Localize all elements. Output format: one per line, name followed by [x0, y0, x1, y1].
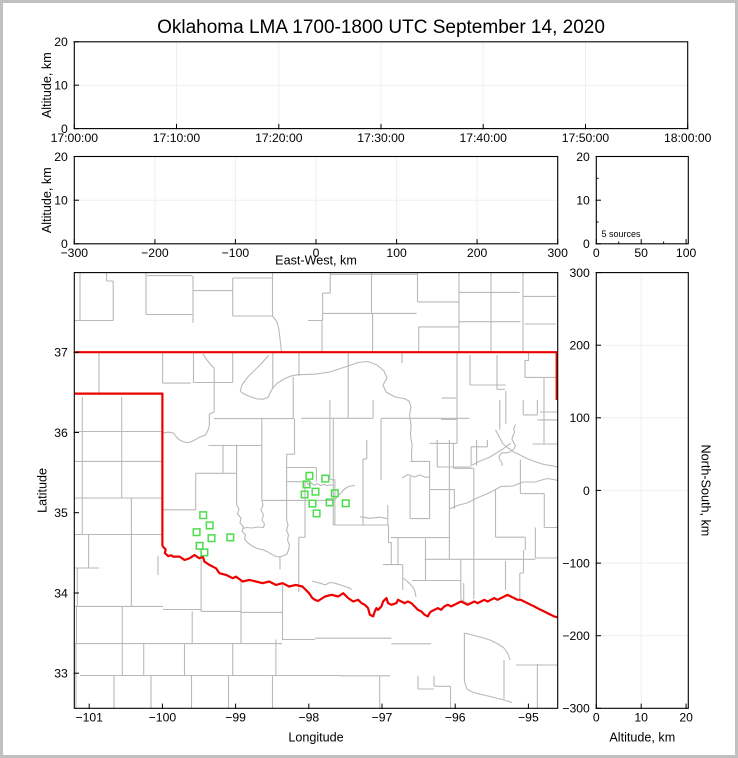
svg-text:200: 200 [467, 246, 488, 260]
svg-text:37: 37 [54, 346, 68, 360]
svg-text:0: 0 [313, 246, 320, 260]
svg-text:300: 300 [548, 246, 569, 260]
svg-text:−300: −300 [61, 246, 89, 260]
svg-text:Longitude: Longitude [288, 731, 343, 745]
svg-text:0: 0 [593, 711, 600, 725]
svg-text:33: 33 [54, 667, 68, 681]
svg-text:0: 0 [61, 237, 68, 251]
svg-text:200: 200 [569, 339, 590, 353]
svg-text:−98: −98 [298, 711, 319, 725]
svg-text:−300: −300 [562, 702, 590, 716]
svg-text:10: 10 [54, 194, 68, 208]
svg-text:Altitude, km: Altitude, km [609, 731, 675, 745]
svg-text:17:50:00: 17:50:00 [562, 131, 610, 145]
svg-text:Oklahoma LMA 1700-1800 UTC Sep: Oklahoma LMA 1700-1800 UTC September 14,… [157, 17, 605, 38]
svg-text:17:00:00: 17:00:00 [51, 131, 99, 145]
svg-text:0: 0 [593, 246, 600, 260]
svg-text:−101: −101 [75, 711, 103, 725]
svg-text:0: 0 [61, 122, 68, 136]
svg-text:Altitude, km: Altitude, km [40, 52, 54, 118]
svg-text:20: 20 [576, 150, 590, 164]
svg-text:10: 10 [634, 711, 648, 725]
svg-text:−96: −96 [445, 711, 466, 725]
svg-text:10: 10 [576, 194, 590, 208]
svg-text:18:00:00: 18:00:00 [664, 131, 712, 145]
svg-text:100: 100 [676, 246, 697, 260]
svg-text:20: 20 [54, 35, 68, 49]
svg-text:35: 35 [54, 506, 68, 520]
svg-text:34: 34 [54, 586, 68, 600]
svg-text:0: 0 [583, 237, 590, 251]
svg-text:17:10:00: 17:10:00 [153, 131, 201, 145]
svg-text:10: 10 [54, 79, 68, 93]
svg-text:20: 20 [679, 711, 693, 725]
svg-text:17:30:00: 17:30:00 [357, 131, 405, 145]
svg-text:5 sources: 5 sources [602, 229, 642, 239]
svg-text:East-West, km: East-West, km [275, 253, 357, 267]
svg-text:−95: −95 [518, 711, 539, 725]
svg-text:300: 300 [569, 266, 590, 280]
svg-text:−97: −97 [372, 711, 393, 725]
svg-text:0: 0 [583, 484, 590, 498]
svg-text:100: 100 [569, 411, 590, 425]
svg-text:North-South, km: North-South, km [699, 445, 713, 537]
svg-text:20: 20 [54, 150, 68, 164]
svg-text:−200: −200 [562, 629, 590, 643]
svg-text:36: 36 [54, 426, 68, 440]
svg-text:100: 100 [386, 246, 407, 260]
svg-text:−200: −200 [141, 246, 169, 260]
svg-text:17:40:00: 17:40:00 [459, 131, 507, 145]
svg-text:50: 50 [634, 246, 648, 260]
svg-text:−100: −100 [149, 711, 177, 725]
svg-text:−100: −100 [562, 556, 590, 570]
svg-text:Latitude: Latitude [35, 468, 49, 513]
svg-text:Altitude, km: Altitude, km [40, 167, 54, 233]
svg-text:−100: −100 [222, 246, 250, 260]
svg-text:−99: −99 [225, 711, 246, 725]
svg-text:17:20:00: 17:20:00 [255, 131, 303, 145]
